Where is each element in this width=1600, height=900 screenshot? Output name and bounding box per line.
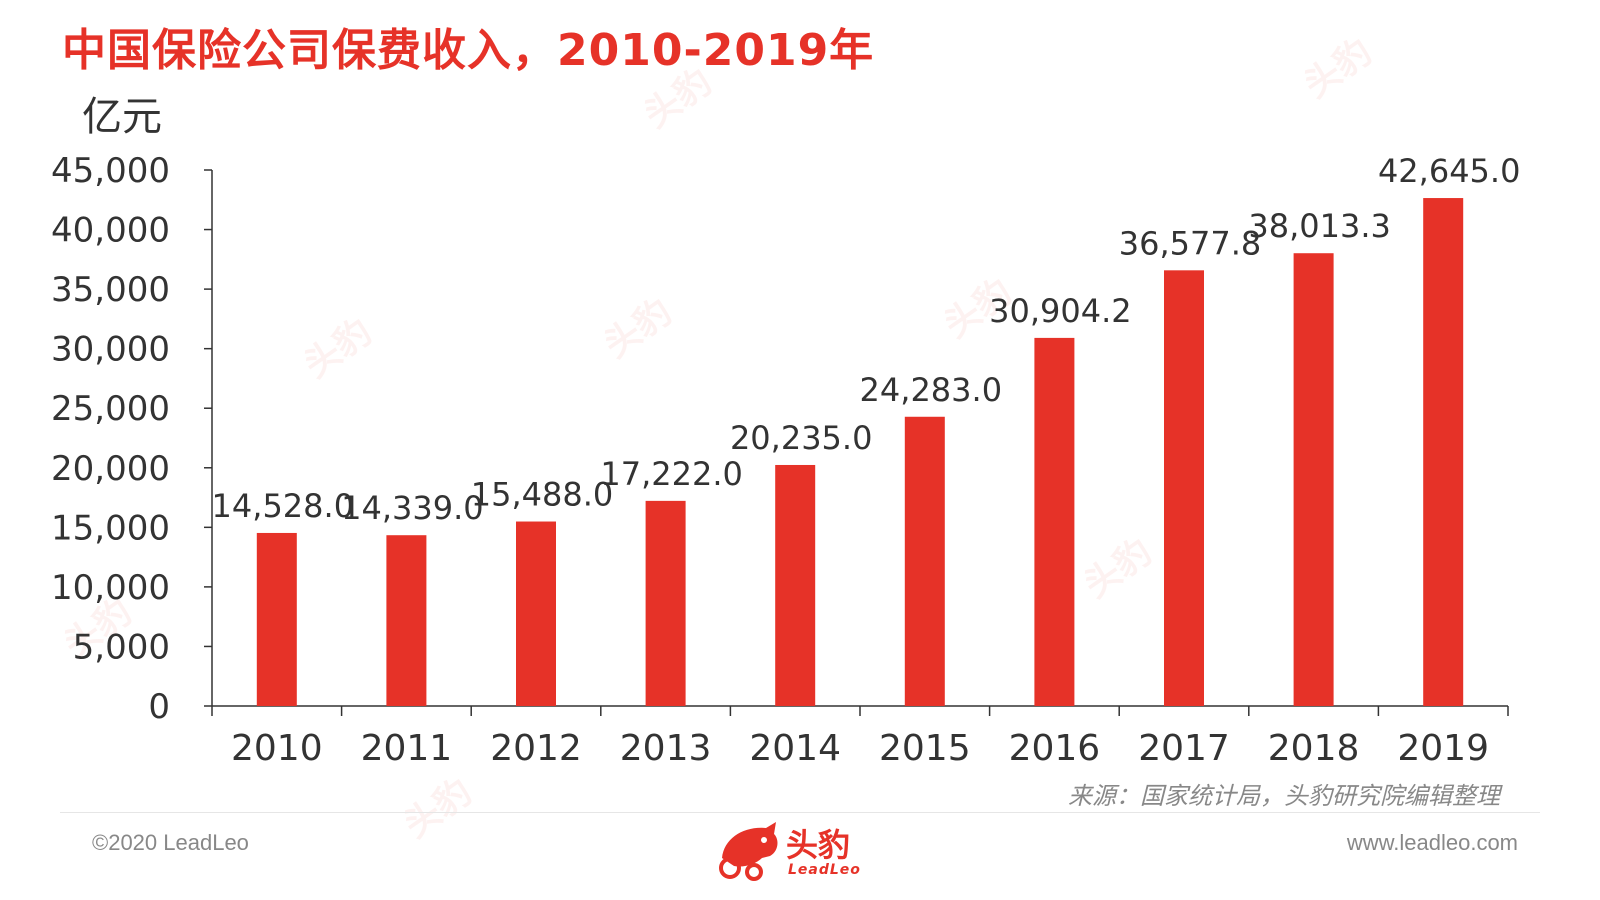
bar-2014 (775, 464, 816, 706)
data-label: 14,339.0 (341, 489, 484, 527)
y-tick-label: 35,000 (51, 270, 170, 310)
source-note: 来源：国家统计局，头豹研究院编辑整理 (1068, 782, 1500, 810)
bar-2012 (516, 521, 556, 706)
data-label: 15,488.0 (471, 476, 614, 514)
x-tick-label: 2019 (1397, 728, 1489, 769)
x-tick-label: 2018 (1268, 728, 1360, 769)
x-tick-label: 2017 (1138, 728, 1230, 769)
bar-2017 (1164, 270, 1204, 706)
bar-2016 (1034, 337, 1075, 706)
data-label: 20,235.0 (730, 419, 873, 457)
y-tick-label: 10,000 (51, 568, 170, 608)
bar-2013 (645, 500, 686, 706)
y-tick-label: 0 (148, 687, 170, 727)
x-tick-label: 2013 (620, 728, 712, 769)
y-tick-label: 25,000 (51, 389, 170, 429)
y-tick-label: 30,000 (51, 330, 170, 370)
y-axis-unit: 亿元 (82, 94, 162, 140)
x-tick-label: 2014 (749, 728, 841, 769)
y-tick-label: 5,000 (73, 627, 170, 667)
chart-labels: 2010 14,528.0 2011 14,339.0 2012 15,488.0 2013… (212, 152, 1521, 769)
x-tick-label: 2015 (879, 728, 971, 769)
data-label: 14,528.0 (212, 487, 355, 525)
bar-2019 (1423, 198, 1464, 706)
bar-2015 (904, 416, 945, 706)
data-label: 17,222.0 (600, 455, 743, 493)
page-title: 中国保险公司保费收入，2010-2019年 (62, 25, 875, 76)
x-tick-label: 2012 (490, 728, 582, 769)
bar-2011 (386, 535, 427, 706)
logo-text-cn: 头豹 (786, 826, 851, 864)
x-tick-label: 2010 (231, 728, 323, 769)
data-label: 30,904.2 (989, 292, 1132, 330)
y-tick-label: 45,000 (51, 151, 170, 191)
bar-2010 (256, 532, 297, 706)
y-tick-label: 40,000 (51, 211, 170, 251)
x-tick-label: 2011 (361, 728, 453, 769)
leadleo-logo: 头豹 LeadLeo (714, 818, 874, 888)
bar-2018 (1293, 253, 1334, 706)
logo-text-en: LeadLeo (788, 862, 861, 878)
chart-bars (256, 198, 1464, 706)
data-label: 38,013.3 (1248, 207, 1391, 245)
x-tick-label: 2016 (1009, 728, 1101, 769)
footer-divider (60, 812, 1540, 813)
copyright-text: ©2020 LeadLeo (92, 830, 249, 855)
y-tick-label: 15,000 (51, 508, 170, 548)
data-label: 36,577.8 (1119, 224, 1262, 262)
leopard-icon (719, 822, 778, 881)
website-link[interactable]: www.leadleo.com (1346, 830, 1518, 855)
bar-chart: 0 5,000 10,000 15,000 20,000 25,000 30,000 35,0… (51, 151, 1521, 769)
y-tick-label: 20,000 (51, 449, 170, 489)
data-label: 24,283.0 (860, 371, 1003, 409)
data-label: 42,645.0 (1378, 152, 1521, 190)
chart-axes: 0 5,000 10,000 15,000 20,000 25,000 30,000 35,0… (51, 151, 1509, 727)
